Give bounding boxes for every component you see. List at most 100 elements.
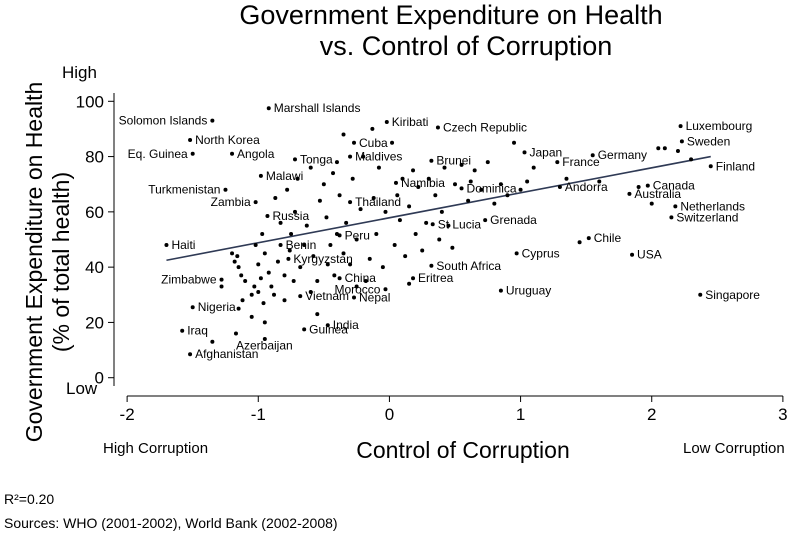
data-points: [164, 106, 713, 357]
data-point: [636, 184, 641, 189]
point-label: Nigeria: [198, 300, 236, 314]
x-tick-label: 3: [778, 405, 787, 424]
data-point: [341, 132, 346, 137]
fit-line: [166, 155, 711, 262]
point-label: Eq. Guinea: [128, 147, 188, 161]
title-line-2: vs. Control of Corruption: [320, 31, 613, 61]
data-point: [262, 337, 267, 342]
data-point: [219, 284, 224, 289]
data-point: [275, 259, 280, 264]
data-point: [479, 187, 484, 192]
data-point: [689, 157, 694, 162]
data-point: [240, 298, 245, 303]
point-label: Iraq: [187, 324, 208, 338]
data-point: [411, 276, 416, 281]
data-point: [239, 273, 244, 278]
data-point: [514, 251, 519, 256]
data-point: [332, 273, 337, 278]
point-label: Afghanistan: [195, 347, 258, 361]
data-point: [437, 237, 442, 242]
point-label: Vietnam: [305, 289, 349, 303]
data-point: [459, 186, 464, 191]
data-point: [298, 294, 303, 299]
data-point: [498, 182, 503, 187]
data-point: [328, 243, 333, 248]
point-label: Dominica: [467, 181, 517, 195]
data-point: [219, 277, 224, 282]
point-label: Luxembourg: [686, 119, 753, 133]
point-label: Zambia: [211, 195, 251, 209]
data-point: [662, 146, 667, 151]
x-tick-label: -1: [251, 405, 266, 424]
data-point: [518, 187, 523, 192]
point-label: Marshall Islands: [274, 101, 361, 115]
point-label: Maldives: [355, 150, 402, 164]
data-point: [190, 305, 195, 310]
data-point: [341, 251, 346, 256]
point-label: Canada: [653, 179, 695, 193]
point-label: Morocco: [334, 282, 380, 296]
data-point: [466, 198, 471, 203]
data-point: [649, 201, 654, 206]
data-point: [331, 171, 336, 176]
point-label: Turkmenistan: [148, 183, 220, 197]
data-point: [258, 276, 263, 281]
data-point: [392, 243, 397, 248]
data-point: [505, 193, 510, 198]
data-point: [256, 290, 261, 295]
data-point: [407, 281, 412, 286]
data-point: [243, 278, 248, 283]
point-label: Andorra: [565, 180, 608, 194]
data-point: [164, 243, 169, 248]
data-point: [235, 254, 240, 259]
r-squared-note: R²=0.20: [4, 491, 55, 507]
point-label: France: [562, 155, 600, 169]
data-point: [472, 168, 477, 173]
point-label: Tonga: [300, 152, 333, 166]
point-label: Haiti: [171, 238, 195, 252]
data-point: [188, 137, 193, 142]
data-point: [390, 140, 395, 145]
point-labels: Solomon Islands Marshall Islands North Kor…: [119, 101, 761, 361]
point-label: Singapore: [705, 288, 760, 302]
fit-line-group: [166, 155, 711, 262]
data-point: [429, 158, 434, 163]
data-point: [424, 220, 429, 225]
data-point: [439, 209, 444, 214]
data-point: [393, 180, 398, 185]
data-point: [645, 183, 650, 188]
data-point: [361, 154, 366, 159]
point-label: Kyrgyzstan: [293, 252, 352, 266]
point-label: Malawi: [266, 169, 303, 183]
data-point: [531, 165, 536, 170]
point-label: Uruguay: [506, 284, 551, 298]
data-point: [236, 265, 241, 270]
data-point: [450, 245, 455, 250]
data-point: [334, 160, 339, 165]
point-label: Namibia: [401, 176, 445, 190]
data-point: [260, 231, 265, 236]
point-label: Solomon Islands: [119, 114, 208, 128]
data-point: [555, 160, 560, 165]
y-axis-label-line-2: (% of total health): [48, 172, 74, 352]
point-label: South Africa: [436, 259, 501, 273]
data-point: [354, 237, 359, 242]
data-point: [354, 284, 359, 289]
data-point: [483, 218, 488, 223]
point-label: China: [345, 271, 377, 285]
data-point: [253, 243, 258, 248]
data-point: [708, 164, 713, 169]
data-point: [282, 298, 287, 303]
data-point: [236, 306, 241, 311]
data-point: [411, 168, 416, 173]
y-axis-label-line-1: Government Expenditure on Health: [21, 82, 47, 443]
data-point: [376, 165, 381, 170]
data-point: [459, 162, 464, 167]
data-point: [230, 151, 235, 156]
data-point: [269, 284, 274, 289]
point-label: Nepal: [359, 291, 390, 305]
data-point: [435, 125, 440, 130]
data-point: [397, 218, 402, 223]
x-tick-label: -2: [120, 405, 135, 424]
